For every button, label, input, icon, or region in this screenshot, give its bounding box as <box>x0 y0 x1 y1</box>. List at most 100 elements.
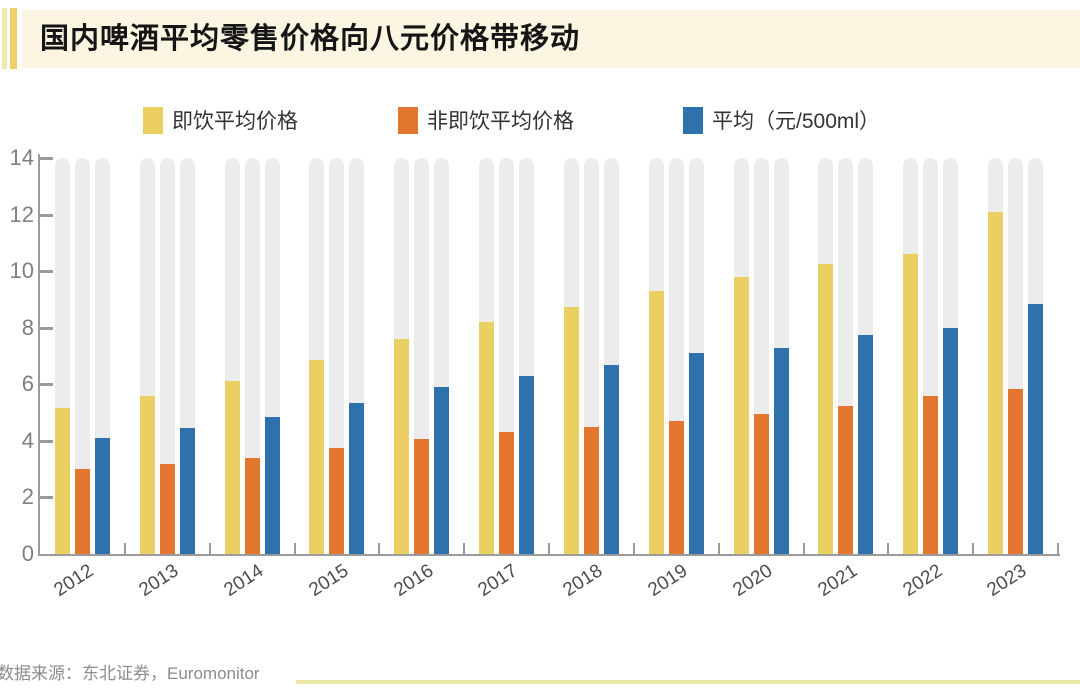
bar <box>414 439 430 554</box>
page-title: 国内啤酒平均零售价格向八元价格带移动 <box>40 23 581 55</box>
x-axis-label-cell: 2022 <box>888 560 973 601</box>
x-axis-label-cell: 2021 <box>803 560 888 601</box>
y-axis-label: 4 <box>21 427 34 453</box>
bar <box>394 339 410 554</box>
bar <box>603 364 619 554</box>
legend-swatch-blue <box>683 106 703 134</box>
x-axis-tick <box>463 543 466 554</box>
bar <box>668 421 684 554</box>
bar-slot <box>773 158 789 554</box>
bar-slot <box>54 158 70 554</box>
banner-accent-stripe-light <box>2 8 7 69</box>
legend-item-offtrade: 非即饮平均价格 <box>398 103 574 137</box>
bar <box>244 457 260 554</box>
x-axis-tick <box>717 543 720 554</box>
y-axis-label: 6 <box>21 371 34 397</box>
bar-background-pill <box>244 158 260 554</box>
bar-group-2020 <box>719 158 804 554</box>
x-axis-tick <box>802 543 805 554</box>
bar-slot <box>499 158 515 554</box>
bar-slot <box>434 158 450 554</box>
bar <box>349 402 365 554</box>
bar-slot <box>414 158 430 554</box>
bar-group-2023 <box>973 158 1058 554</box>
bar <box>94 438 110 554</box>
bar <box>1008 388 1024 554</box>
x-axis-label: 2020 <box>729 560 777 601</box>
legend-label: 平均（元/500ml） <box>712 110 881 133</box>
bar-group-2022 <box>888 158 973 554</box>
bar <box>179 428 195 554</box>
bar <box>943 327 959 554</box>
bar-slot <box>159 158 175 554</box>
x-axis-label: 2019 <box>644 560 692 601</box>
y-axis-tick <box>40 496 53 500</box>
bar-slot <box>179 158 195 554</box>
x-axis-label: 2014 <box>220 560 268 601</box>
y-axis-label: 8 <box>21 314 34 340</box>
x-axis-label-cell: 2023 <box>973 560 1058 601</box>
bar-slot <box>733 158 749 554</box>
bar <box>923 395 939 554</box>
bar-slot <box>479 158 495 554</box>
x-axis-tick <box>123 543 126 554</box>
x-axis-label-cell: 2020 <box>719 560 804 601</box>
bar <box>563 306 579 554</box>
x-axis-tick <box>208 543 211 554</box>
bar-group-2013 <box>125 158 210 554</box>
bar-slot <box>923 158 939 554</box>
y-axis-label: 14 <box>9 145 34 170</box>
bar-slot <box>394 158 410 554</box>
x-axis-label: 2022 <box>898 560 946 601</box>
bar <box>434 387 450 554</box>
x-axis-label-cell: 2017 <box>464 560 549 601</box>
bar-slot <box>224 158 240 554</box>
bar-slot <box>309 158 325 554</box>
bar-slot <box>753 158 769 554</box>
bar <box>159 463 175 554</box>
y-axis-tick <box>40 157 53 160</box>
x-axis-tick <box>632 543 635 554</box>
bar-slot <box>94 158 110 554</box>
legend-label: 即饮平均价格 <box>172 110 298 133</box>
y-axis-line <box>38 154 40 556</box>
bar-slot <box>139 158 155 554</box>
y-axis-tick <box>40 270 53 274</box>
banner-accent-stripe-dark <box>10 8 17 69</box>
y-axis-label: 10 <box>9 258 34 284</box>
bar-slot <box>838 158 854 554</box>
legend-label: 非即饮平均价格 <box>427 110 574 133</box>
bar-slot <box>688 158 704 554</box>
x-axis-label: 2016 <box>389 560 437 601</box>
bar-slot <box>329 158 345 554</box>
x-axis-label-cell: 2016 <box>379 560 464 601</box>
bar-slot <box>903 158 919 554</box>
bar-slot <box>818 158 834 554</box>
bar <box>499 432 515 554</box>
bar-slot <box>583 158 599 554</box>
bar <box>773 347 789 554</box>
x-axis-labels: 2012 2013 2014 2015 2016 2017 2018 2019 2020 2021… <box>40 560 1058 601</box>
x-axis-label: 2021 <box>814 560 862 601</box>
bar-slot <box>1008 158 1024 554</box>
legend-item-ontrade: 即饮平均价格 <box>143 103 298 137</box>
x-axis-label: 2015 <box>305 560 353 601</box>
y-axis-tick <box>40 213 53 217</box>
legend-swatch-yellow <box>143 106 163 134</box>
bar-slot <box>858 158 874 554</box>
bar <box>264 416 280 554</box>
x-axis-label-cell: 2013 <box>125 560 210 601</box>
y-axis-label: 12 <box>9 201 34 227</box>
x-axis-label-cell: 2018 <box>549 560 634 601</box>
x-axis-label: 2017 <box>474 560 522 601</box>
bar <box>648 290 664 554</box>
bar <box>309 360 325 554</box>
bar <box>74 469 90 554</box>
bar <box>988 211 1004 554</box>
x-axis-tick <box>1057 543 1059 554</box>
x-axis-label-cell: 2014 <box>210 560 295 601</box>
bar <box>519 375 535 554</box>
bar <box>329 447 345 554</box>
bar <box>858 334 874 554</box>
